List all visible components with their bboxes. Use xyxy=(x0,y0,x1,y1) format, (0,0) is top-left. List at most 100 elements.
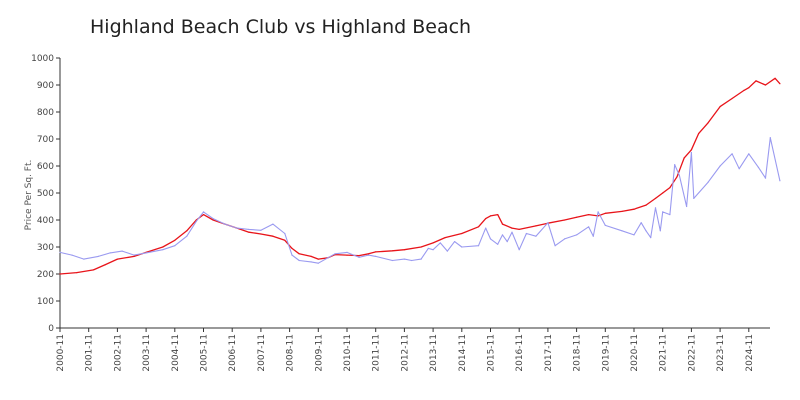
x-tick-label: 2019-11 xyxy=(601,334,611,372)
series-2-point xyxy=(564,238,566,240)
series-1-point xyxy=(497,214,499,216)
series-2-point xyxy=(83,258,85,260)
series-1-point xyxy=(420,246,422,248)
series-1-point xyxy=(375,251,377,253)
series-2-point xyxy=(391,259,393,262)
y-tick-label: 600 xyxy=(37,162,54,172)
x-tick-label: 2010-11 xyxy=(343,334,353,372)
series-1-point xyxy=(576,216,578,218)
series-1-point xyxy=(764,84,767,86)
series-1-point xyxy=(633,208,635,210)
series-1-point xyxy=(621,210,623,212)
series-2-point xyxy=(121,250,123,252)
series-line-1 xyxy=(59,77,781,275)
series-2-point xyxy=(334,253,336,255)
series-2-point xyxy=(403,258,405,260)
series-1-point xyxy=(298,253,300,255)
series-1-point xyxy=(511,227,513,229)
series-2-point xyxy=(779,180,781,182)
series-1-point xyxy=(683,157,685,159)
series-2-point xyxy=(272,223,274,225)
x-tick-label: 2016-11 xyxy=(515,334,525,372)
series-1-point xyxy=(604,212,606,214)
series-2-point xyxy=(769,137,771,139)
series-1-point xyxy=(654,197,657,199)
series-2-point xyxy=(477,245,480,247)
series-2-point xyxy=(485,227,487,229)
series-1-point xyxy=(645,204,647,206)
series-2-point xyxy=(554,245,556,247)
chart-title: Highland Beach Club vs Highland Beach xyxy=(90,16,472,38)
x-tick-label: 2018-11 xyxy=(573,334,583,372)
x-tick-label: 2006-11 xyxy=(228,334,238,372)
x-tick-label: 2012-11 xyxy=(400,334,410,372)
y-tick-label: 700 xyxy=(37,135,54,145)
series-2-point xyxy=(674,164,676,166)
series-2-point xyxy=(420,258,422,260)
x-tick-label: 2009-11 xyxy=(314,334,324,372)
x-tick-label: 2014-11 xyxy=(458,334,468,372)
series-2-point xyxy=(597,211,599,213)
series-2-point xyxy=(248,228,250,230)
y-tick-label: 0 xyxy=(48,324,54,334)
series-2-point xyxy=(535,235,537,237)
series-1-point xyxy=(755,80,757,82)
x-tick-label: 2001-11 xyxy=(85,334,95,372)
series-1-point xyxy=(477,226,480,228)
series-2-point xyxy=(506,241,508,243)
series-2-point xyxy=(133,254,135,256)
series-1-point xyxy=(432,242,434,244)
series-1-point xyxy=(367,253,370,255)
x-tick-label: 2013-11 xyxy=(429,334,439,372)
series-2-point xyxy=(489,238,492,240)
series-2-point xyxy=(97,255,99,257)
x-tick-label: 2020-11 xyxy=(630,334,640,372)
series-1-point xyxy=(186,230,188,232)
y-tick-label: 500 xyxy=(37,189,54,199)
series-1-point xyxy=(779,83,781,85)
series-2-point xyxy=(186,235,188,237)
series-1-point xyxy=(774,77,776,79)
series-1-point xyxy=(690,149,693,151)
series-1-point xyxy=(669,187,671,189)
series-1-point xyxy=(485,218,487,220)
x-tick-label: 2003-11 xyxy=(142,334,152,372)
series-2-point xyxy=(358,256,360,258)
y-tick-label: 100 xyxy=(37,297,54,307)
series-2-point xyxy=(650,237,652,239)
series-2-point xyxy=(731,153,733,155)
series-2-point xyxy=(654,207,657,209)
series-1-point xyxy=(518,228,520,230)
series-2-point xyxy=(236,227,238,229)
series-2-point xyxy=(547,222,549,224)
x-tick-label: 2002-11 xyxy=(113,334,123,372)
series-1-point xyxy=(444,237,446,239)
x-tick-label: 2022-11 xyxy=(687,334,697,372)
series-2-point xyxy=(518,249,520,251)
series-2-point xyxy=(432,249,434,251)
series-2-point xyxy=(174,245,176,247)
series-2-point xyxy=(645,230,647,232)
series-1-point xyxy=(291,247,293,249)
series-2-point xyxy=(686,205,688,208)
series-1-point xyxy=(501,223,504,225)
series-2-point xyxy=(461,246,463,248)
series-1-point xyxy=(310,255,312,257)
series-2-point xyxy=(525,232,528,235)
series-2-point xyxy=(317,262,319,264)
x-tick-label: 2024-11 xyxy=(745,334,755,372)
series-2-point xyxy=(446,250,448,252)
series-2-point xyxy=(659,230,661,232)
series-2-point xyxy=(298,259,300,262)
series-2-point xyxy=(71,254,73,256)
x-tick-label: 2021-11 xyxy=(659,334,669,372)
series-2-point xyxy=(707,181,709,183)
series-1-point xyxy=(272,235,274,237)
series-1-point xyxy=(719,106,721,108)
x-tick-label: 2008-11 xyxy=(286,334,296,372)
series-1-point xyxy=(116,258,118,260)
series-1-point xyxy=(162,246,164,248)
series-2-point xyxy=(109,252,111,254)
